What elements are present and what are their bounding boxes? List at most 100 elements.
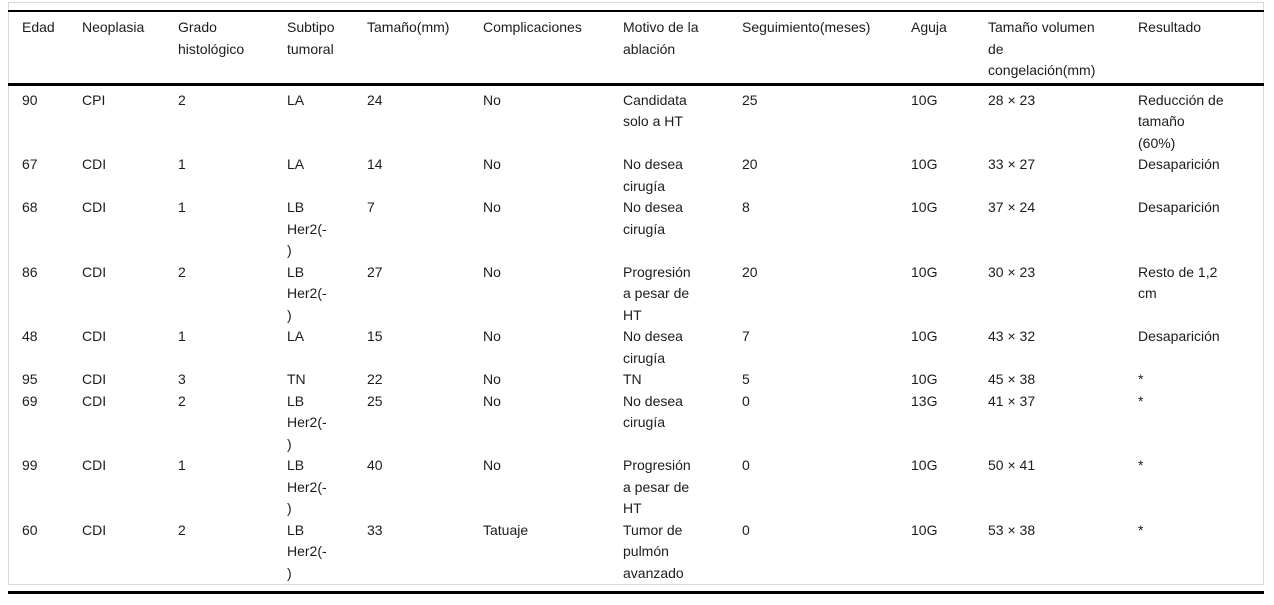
column-header-motivo-ablacion: Motivo de la ablación [623, 11, 742, 86]
cell-tamano-mm: 24 [367, 91, 383, 108]
cell-resultado: Desaparición [1138, 156, 1220, 172]
cell-edad: 69 [22, 392, 38, 409]
cell-resultado: Desaparición [1138, 199, 1220, 215]
cell-edad: 67 [22, 156, 38, 172]
table-header: Edad Neoplasia Grado histológico Subtipo tu… [8, 11, 1264, 86]
cell-tamano-mm: 7 [367, 199, 375, 215]
table-row: 67 CDI 1 LA 14 No No desea cirugía 20 10G 33 × 27… [8, 154, 1264, 197]
cell-neoplasia: CDI [82, 521, 107, 538]
cryoablation-results-table: Edad Neoplasia Grado histológico Subtipo tu… [8, 10, 1264, 584]
cell-tamano-volumen-congelacion: 45 × 38 [988, 371, 1036, 387]
cell-complicaciones: No [483, 457, 501, 473]
cell-motivo-ablacion: Tumor de pulmón avanzado [623, 521, 684, 581]
cell-complicaciones: No [483, 199, 501, 215]
table-row: 95 CDI 3 TN 22 No TN 5 10G 45 × 38 * [8, 369, 1264, 391]
column-header-neoplasia: Neoplasia [82, 11, 178, 86]
cell-motivo-ablacion: No desea cirugía [623, 156, 683, 194]
cell-aguja: 10G [911, 199, 938, 215]
cell-tamano-volumen-congelacion: 28 × 23 [988, 91, 1036, 108]
cell-grado-histologico: 2 [178, 521, 186, 538]
cell-grado-histologico: 3 [178, 371, 186, 387]
cell-motivo-ablacion: Progresión a pesar de HT [623, 457, 691, 516]
cell-seguimiento-meses: 7 [742, 328, 750, 344]
cell-tamano-mm: 33 [367, 521, 383, 538]
cell-edad: 86 [22, 263, 38, 280]
column-header-aguja: Aguja [911, 11, 988, 86]
cell-edad: 60 [22, 521, 38, 538]
cell-tamano-volumen-congelacion: 53 × 38 [988, 521, 1036, 538]
cell-edad: 99 [22, 457, 38, 473]
cell-subtipo-tumoral: LA [287, 91, 305, 108]
cell-seguimiento-meses: 25 [742, 91, 758, 108]
cell-neoplasia: CPI [82, 91, 106, 108]
cell-resultado: * [1138, 371, 1144, 387]
cell-tamano-mm: 25 [367, 392, 383, 409]
cell-edad: 95 [22, 371, 38, 387]
cell-neoplasia: CDI [82, 371, 107, 387]
column-header-resultado: Resultado [1138, 11, 1264, 86]
table-row: 60 CDI 2 LB Her2(- ) 33 Tatuaje Tumor de pulmó… [8, 520, 1264, 585]
cell-seguimiento-meses: 20 [742, 156, 758, 172]
cell-complicaciones: No [483, 328, 501, 344]
table-row: 86 CDI 2 LB Her2(- ) 27 No Progresión a pesar … [8, 262, 1264, 327]
cell-motivo-ablacion: No desea cirugía [623, 392, 683, 431]
cell-tamano-mm: 15 [367, 328, 383, 344]
cell-motivo-ablacion: No desea cirugía [623, 328, 683, 366]
column-header-edad: Edad [8, 11, 82, 86]
cell-tamano-mm: 22 [367, 371, 383, 387]
cell-tamano-mm: 40 [367, 457, 383, 473]
cell-complicaciones: No [483, 263, 501, 280]
cell-neoplasia: CDI [82, 328, 107, 344]
cell-neoplasia: CDI [82, 392, 107, 409]
cell-complicaciones: No [483, 371, 501, 387]
cell-complicaciones: No [483, 392, 501, 409]
cell-grado-histologico: 1 [178, 328, 186, 344]
cell-resultado: Desaparición [1138, 328, 1220, 344]
cell-motivo-ablacion: Progresión a pesar de HT [623, 263, 691, 323]
cell-tamano-mm: 14 [367, 156, 383, 172]
cell-complicaciones: Tatuaje [483, 521, 529, 538]
cell-aguja: 10G [911, 521, 938, 538]
cell-seguimiento-meses: 20 [742, 263, 758, 280]
cell-resultado: * [1138, 392, 1144, 409]
cell-complicaciones: No [483, 91, 501, 108]
cell-grado-histologico: 1 [178, 199, 186, 215]
cell-resultado: * [1138, 457, 1144, 473]
cell-motivo-ablacion: TN [623, 371, 642, 387]
column-header-tamano-volumen-congelacion: Tamaño volumen de congelación(mm) [988, 11, 1138, 86]
cell-subtipo-tumoral: LB Her2(- ) [287, 263, 327, 323]
cell-seguimiento-meses: 5 [742, 371, 750, 387]
cell-seguimiento-meses: 0 [742, 457, 750, 473]
cell-grado-histologico: 2 [178, 91, 186, 108]
cell-aguja: 10G [911, 328, 938, 344]
table-row: 69 CDI 2 LB Her2(- ) 25 No No desea cirugía 0 13… [8, 391, 1264, 456]
cell-aguja: 13G [911, 392, 938, 409]
cell-edad: 90 [22, 91, 38, 108]
cell-subtipo-tumoral: LB Her2(- ) [287, 521, 327, 581]
cell-neoplasia: CDI [82, 199, 107, 215]
cell-motivo-ablacion: Candidata solo a HT [623, 91, 687, 130]
cell-subtipo-tumoral: LA [287, 156, 305, 172]
column-header-grado-histologico: Grado histológico [178, 11, 287, 86]
cell-motivo-ablacion: No desea cirugía [623, 199, 683, 237]
cell-neoplasia: CDI [82, 457, 107, 473]
cell-edad: 48 [22, 328, 38, 344]
cell-seguimiento-meses: 0 [742, 392, 750, 409]
cell-seguimiento-meses: 8 [742, 199, 750, 215]
cell-neoplasia: CDI [82, 263, 107, 280]
cell-resultado: * [1138, 521, 1144, 538]
cell-resultado: Reducción de tamaño (60%) [1138, 91, 1224, 151]
table-body: 90 CPI 2 LA 24 No Candidata solo a HT 25 10G 28 ×… [8, 84, 1264, 584]
cell-aguja: 10G [911, 457, 938, 473]
cell-subtipo-tumoral: LB Her2(- ) [287, 199, 327, 258]
cell-tamano-volumen-congelacion: 37 × 24 [988, 199, 1036, 215]
cell-complicaciones: No [483, 156, 501, 172]
header-row: Edad Neoplasia Grado histológico Subtipo tu… [8, 11, 1264, 86]
table-row: 48 CDI 1 LA 15 No No desea cirugía 7 10G 43 × 32 D… [8, 326, 1264, 369]
cell-grado-histologico: 1 [178, 457, 186, 473]
cell-tamano-volumen-congelacion: 30 × 23 [988, 263, 1036, 280]
column-header-tamano-mm: Tamaño(mm) [367, 11, 483, 86]
cell-tamano-volumen-congelacion: 43 × 32 [988, 328, 1036, 344]
cell-tamano-volumen-congelacion: 33 × 27 [988, 156, 1036, 172]
